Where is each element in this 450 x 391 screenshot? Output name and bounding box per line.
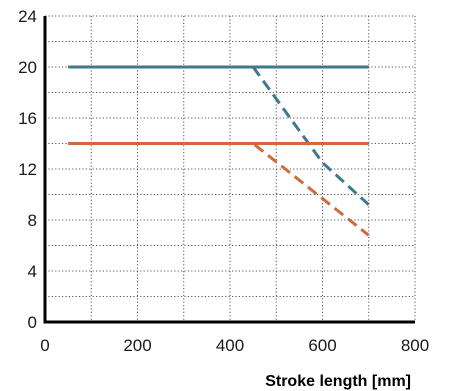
y-tick-label: 0 [28, 313, 37, 332]
y-tick-label: 24 [18, 7, 37, 26]
x-axis-title: Stroke length [mm] [265, 373, 411, 390]
series-line-4 [68, 142, 370, 237]
x-tick-label: 600 [308, 336, 336, 355]
y-tick-label: 8 [28, 211, 37, 230]
x-tick-label: 400 [216, 336, 244, 355]
tick-labels: 0 4 8 12 16 20 24 0 200 400 600 800 [18, 7, 429, 355]
series-line-2 [251, 66, 370, 206]
x-tick-label: 200 [123, 336, 151, 355]
grid-lines [45, 15, 416, 322]
x-tick-label: 0 [40, 336, 49, 355]
series-lines [68, 65, 370, 237]
axes [43, 16, 415, 324]
y-tick-label: 12 [18, 160, 37, 179]
y-tick-label: 16 [18, 109, 37, 128]
y-tick-label: 20 [18, 58, 37, 77]
x-tick-label: 800 [401, 336, 429, 355]
y-tick-label: 4 [28, 262, 37, 281]
